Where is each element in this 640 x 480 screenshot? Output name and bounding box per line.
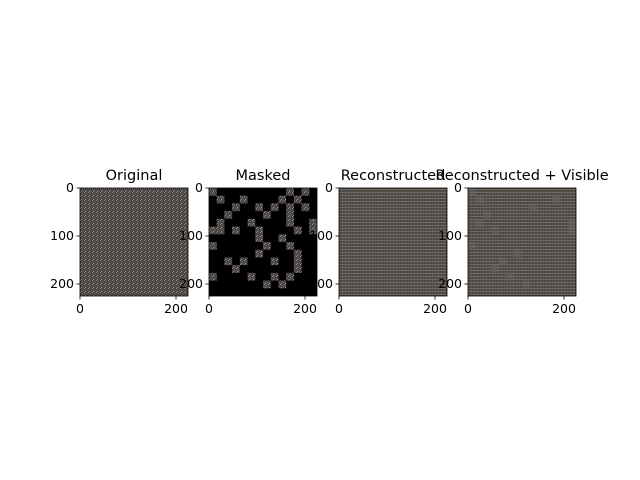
image-original xyxy=(80,188,188,296)
visible-patch xyxy=(568,226,576,235)
visible-patches xyxy=(209,188,317,289)
visible-patch xyxy=(270,272,279,281)
visible-patch xyxy=(286,272,294,281)
visible-patch xyxy=(514,249,522,258)
x-tick-label: 0 xyxy=(76,301,84,316)
x-tick-label: 0 xyxy=(335,301,343,316)
visible-patch xyxy=(286,242,294,250)
panel-title-masked: Masked xyxy=(236,168,291,184)
panel-original: Original 0 100 200 0 200 xyxy=(50,168,189,316)
reconstructed-visible-patches xyxy=(468,188,576,289)
y-tick-label: 200 xyxy=(50,276,74,291)
y-tick-label: 0 xyxy=(454,180,462,195)
axes-frame-masked xyxy=(208,187,318,297)
visible-patch xyxy=(286,211,294,219)
visible-patch xyxy=(309,218,317,227)
visible-patch xyxy=(239,257,248,266)
visible-patch xyxy=(278,234,287,242)
visible-patch xyxy=(468,242,476,250)
visible-patch xyxy=(286,203,294,212)
visible-patch xyxy=(491,265,499,273)
y-tick-label: 200 xyxy=(179,276,203,291)
visible-patch xyxy=(255,249,263,258)
visible-patch xyxy=(224,257,233,266)
y-tick-label: 100 xyxy=(179,228,203,243)
visible-patch xyxy=(293,195,302,204)
visible-patch xyxy=(224,211,233,219)
y-tick-label: 0 xyxy=(325,180,333,195)
axes-frame-original xyxy=(79,187,189,297)
visible-patch xyxy=(278,195,287,204)
visible-patch xyxy=(232,226,240,235)
visible-patch xyxy=(293,265,302,273)
visible-patch xyxy=(263,211,271,219)
visible-patch xyxy=(209,242,217,250)
visible-patch xyxy=(293,257,302,266)
x-tick-label: 200 xyxy=(164,301,188,316)
visible-patch xyxy=(522,280,530,289)
visible-patch xyxy=(301,203,310,212)
visible-patch xyxy=(216,218,225,227)
x-tick-label: 200 xyxy=(293,301,317,316)
panel-title-reconstructed-visible: Reconstructed + Visible xyxy=(435,168,608,184)
visible-patch xyxy=(263,280,271,289)
visible-patch xyxy=(232,203,240,212)
visible-patch xyxy=(483,211,492,219)
visible-patch xyxy=(216,195,225,204)
visible-patch xyxy=(475,218,484,227)
visible-patch xyxy=(293,249,302,258)
panel-title-reconstructed: Reconstructed xyxy=(341,168,446,184)
x-tick-label: 0 xyxy=(205,301,213,316)
visible-patch xyxy=(270,203,279,212)
x-tick-label: 200 xyxy=(423,301,447,316)
visible-patch xyxy=(309,226,317,235)
panel-reconstructed-visible: Reconstructed + Visible 0 100 200 0 200 xyxy=(435,168,608,316)
visible-patch xyxy=(270,257,279,266)
axes-frame-reconstructed xyxy=(338,187,448,297)
visible-patch xyxy=(216,226,225,235)
visible-patch xyxy=(286,218,294,227)
visible-patch xyxy=(263,242,271,250)
visible-patch xyxy=(247,272,256,281)
x-tick-label: 200 xyxy=(552,301,576,316)
visible-patch xyxy=(552,195,561,204)
visible-patch xyxy=(498,257,507,266)
y-tick-label: 100 xyxy=(438,228,462,243)
visible-patch xyxy=(209,188,217,196)
y-tick-label: 100 xyxy=(50,228,74,243)
visible-patch xyxy=(506,272,515,281)
visible-patch xyxy=(209,272,217,281)
visible-patch xyxy=(232,265,240,273)
visible-patch xyxy=(255,234,263,242)
x-tick-label: 0 xyxy=(464,301,472,316)
visible-patch xyxy=(247,218,256,227)
axes-frame-reconstructed-visible xyxy=(467,187,577,297)
image-reconstructed xyxy=(339,188,447,296)
y-tick-label: 200 xyxy=(309,276,333,291)
visible-patch xyxy=(209,226,217,235)
visible-patch xyxy=(468,188,476,196)
visible-patch xyxy=(491,226,499,235)
panel-reconstructed: Reconstructed 0 100 200 0 200 xyxy=(309,168,448,316)
visible-patch xyxy=(255,203,263,212)
panel-title-original: Original xyxy=(106,168,163,184)
visible-patch xyxy=(568,218,576,227)
visible-patch xyxy=(475,195,484,204)
visible-patch xyxy=(293,226,302,235)
y-tick-label: 0 xyxy=(195,180,203,195)
image-reconstructed-visible xyxy=(468,188,576,296)
visible-patch xyxy=(278,280,287,289)
y-tick-label: 100 xyxy=(309,228,333,243)
visible-patch xyxy=(255,226,263,235)
visible-patch xyxy=(286,188,294,196)
visible-patch xyxy=(239,195,248,204)
y-tick-label: 200 xyxy=(438,276,462,291)
panel-masked: Masked 0 100 200 0 200 xyxy=(179,168,318,316)
y-tick-label: 0 xyxy=(66,180,74,195)
visible-patch xyxy=(301,188,310,196)
visible-patch xyxy=(529,203,538,212)
